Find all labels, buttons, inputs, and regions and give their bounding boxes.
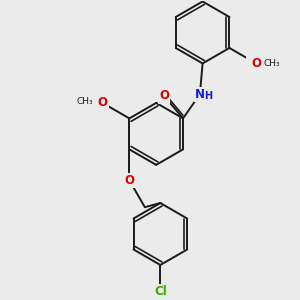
Text: H: H — [205, 91, 213, 101]
Text: O: O — [98, 96, 107, 110]
Text: O: O — [251, 57, 261, 70]
Text: CH₃: CH₃ — [263, 59, 280, 68]
Text: O: O — [124, 174, 134, 187]
Text: CH₃: CH₃ — [77, 97, 94, 106]
Text: O: O — [159, 89, 169, 102]
Text: N: N — [195, 88, 205, 101]
Text: Cl: Cl — [154, 285, 167, 298]
